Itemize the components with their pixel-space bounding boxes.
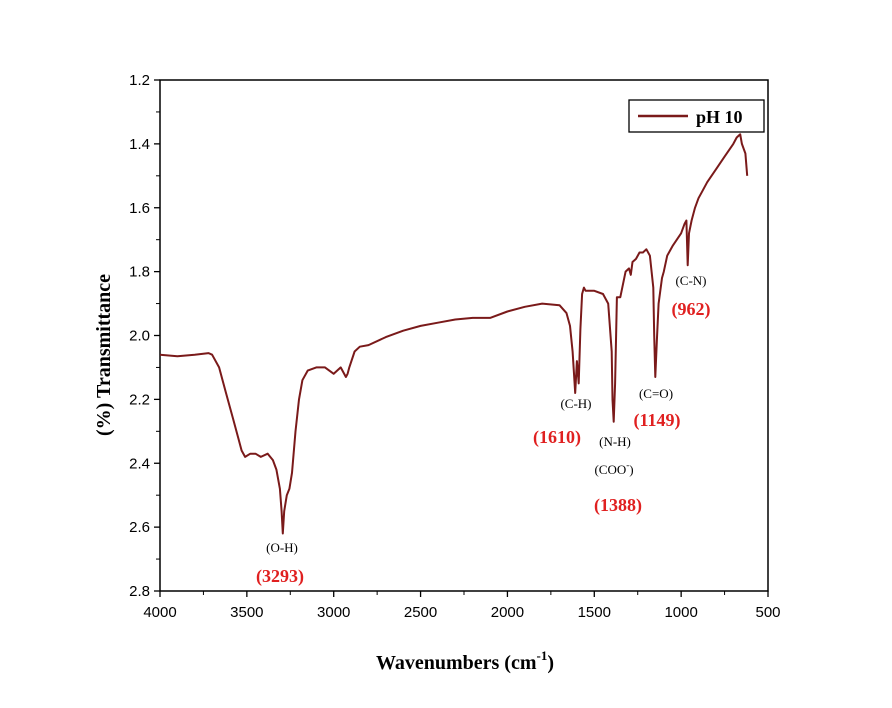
ann-value-ch: (1610) [533, 427, 581, 448]
y-axis-title: (%) Transmittance [93, 274, 115, 436]
ann-label-oh: (O-H) [266, 540, 298, 555]
ann-label-nh: (N-H) [599, 434, 631, 449]
y-tick-label: 2.6 [129, 519, 150, 536]
y-tick-label: 2.0 [129, 328, 150, 345]
ann-label2-nh-tail: ) [629, 462, 633, 477]
x-tick-label: 1500 [578, 604, 611, 621]
y-tick-label: 1.2 [129, 72, 150, 89]
ann-label-ch: (C-H) [560, 396, 591, 411]
x-tick-label: 2500 [404, 604, 437, 621]
x-tick-label: 1000 [664, 604, 697, 621]
x-tick-label: 3500 [230, 604, 263, 621]
x-tick-label: 2000 [491, 604, 524, 621]
axes-layer [159, 79, 769, 592]
ann-label2-nh-sup: - [626, 460, 629, 470]
ticks-layer: 4000 3500 3000 2500 2000 1500 1000 500 1.2 1.4 1.6… [129, 72, 780, 621]
plot-frame [159, 79, 769, 592]
ann-value-oh: (3293) [256, 566, 304, 587]
ann-label2-nh-main: (COO [594, 462, 626, 477]
x-tick-label: 3000 [317, 604, 350, 621]
x-tick-label: 500 [755, 604, 780, 621]
ann-value-nh: (1388) [594, 495, 642, 516]
y-tick-label: 1.6 [129, 200, 150, 217]
series-line-0 [159, 133, 749, 535]
ann-label-co: (C=O) [639, 386, 673, 401]
y-tick-label: 2.4 [129, 455, 150, 472]
x-tick-label: 4000 [143, 604, 176, 621]
ann-value-co: (1149) [634, 410, 681, 431]
series-layer [159, 133, 749, 535]
y-tick-label: 1.8 [129, 264, 150, 281]
y-tick-label: 2.2 [129, 391, 150, 408]
y-tick-label: 1.4 [129, 136, 150, 153]
legend-label: pH 10 [696, 107, 743, 127]
ann-value-cn: (962) [672, 299, 711, 320]
x-axis-title-tail: ) [547, 652, 554, 674]
ann-label-cn: (C-N) [675, 273, 706, 288]
ann-label2-nh: (COO-) [594, 460, 633, 477]
legend: pH 10 [628, 99, 765, 133]
x-axis-title-main: Wavenumbers (cm [376, 652, 537, 674]
y-tick-label: 2.8 [129, 583, 150, 600]
x-axis-title: Wavenumbers (cm-1) [376, 648, 554, 674]
x-axis-title-sup: -1 [537, 648, 548, 663]
